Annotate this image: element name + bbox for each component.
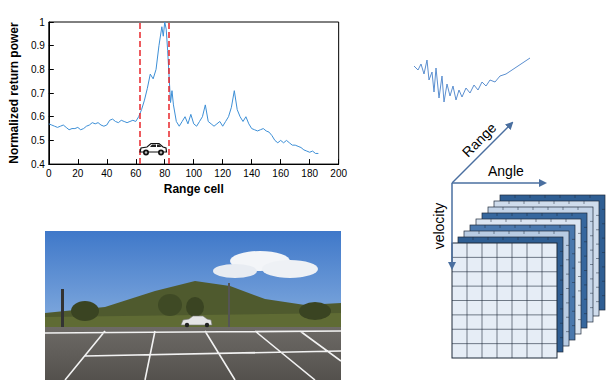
svg-text:100: 100 bbox=[185, 168, 202, 179]
svg-text:60: 60 bbox=[130, 168, 142, 179]
svg-text:0.7: 0.7 bbox=[31, 88, 45, 99]
svg-text:velocity: velocity bbox=[431, 203, 447, 250]
svg-text:0.6: 0.6 bbox=[31, 111, 45, 122]
svg-text:Normalized return power: Normalized return power bbox=[7, 22, 21, 164]
svg-text:160: 160 bbox=[272, 168, 289, 179]
svg-text:140: 140 bbox=[243, 168, 260, 179]
svg-text:40: 40 bbox=[101, 168, 113, 179]
svg-text:Range cell: Range cell bbox=[164, 182, 224, 196]
svg-text:1: 1 bbox=[39, 17, 45, 28]
svg-text:20: 20 bbox=[72, 168, 84, 179]
svg-text:0.5: 0.5 bbox=[31, 135, 45, 146]
svg-text:Range: Range bbox=[459, 119, 500, 160]
svg-text:0: 0 bbox=[46, 168, 52, 179]
svg-text:0.8: 0.8 bbox=[31, 64, 45, 75]
svg-text:180: 180 bbox=[301, 168, 318, 179]
svg-text:80: 80 bbox=[159, 168, 171, 179]
svg-text:0.9: 0.9 bbox=[31, 40, 45, 51]
svg-text:Angle: Angle bbox=[488, 163, 524, 179]
svg-text:120: 120 bbox=[214, 168, 231, 179]
svg-text:0.4: 0.4 bbox=[31, 159, 45, 170]
svg-text:200: 200 bbox=[330, 168, 347, 179]
